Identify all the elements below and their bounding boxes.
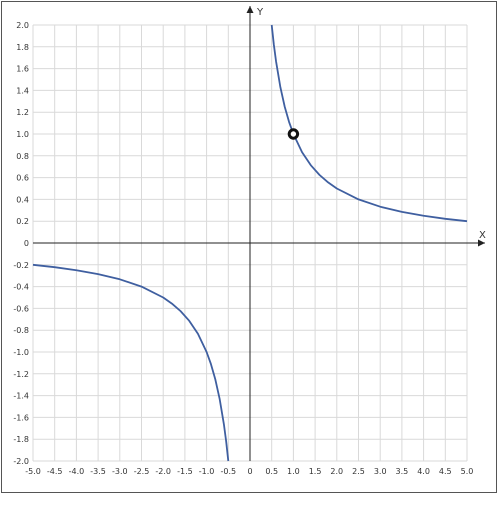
x-tick-label: 2.5 (352, 467, 365, 476)
x-tick-label: -1.5 (177, 467, 193, 476)
x-tick-label: 0 (247, 467, 252, 476)
y-tick-label: -1.0 (13, 348, 29, 357)
curves (32, 24, 468, 462)
x-tick-label: -2.5 (134, 467, 150, 476)
y-axis-arrow-icon (246, 6, 254, 13)
points (287, 128, 300, 140)
y-tick-label: 1.8 (16, 43, 29, 52)
x-tick-label: 0.5 (265, 467, 278, 476)
x-axis-label: X (479, 230, 486, 241)
y-tick-label: 0.4 (16, 195, 29, 204)
x-tick-label: 3.5 (396, 467, 409, 476)
y-tick-label: 1.6 (16, 65, 29, 74)
axes (33, 6, 485, 461)
y-tick-label: -2.0 (13, 457, 29, 466)
highlight-point (287, 128, 300, 140)
x-tick-label: 5.0 (461, 467, 474, 476)
y-tick-label: -0.2 (13, 261, 29, 270)
x-tick-label: 2.0 (330, 467, 343, 476)
y-tick-label: -0.8 (13, 326, 29, 335)
series-line-1 (270, 24, 468, 223)
x-tick-label: 1.0 (287, 467, 300, 476)
x-tick-label: -5.0 (25, 467, 41, 476)
y-tick-label: 1.0 (16, 130, 29, 139)
y-tick-label: -1.2 (13, 370, 29, 379)
y-tick-label: -0.4 (13, 283, 29, 292)
y-tick-label: 0.2 (16, 217, 29, 226)
x-tick-label: 1.5 (309, 467, 322, 476)
chart-frame (1, 1, 497, 493)
y-tick-label: -1.8 (13, 435, 29, 444)
y-axis-label: Y (256, 7, 264, 18)
x-tick-label: -2.0 (155, 467, 171, 476)
y-tick-label: 0.6 (16, 174, 29, 183)
y-tick-label: -0.6 (13, 304, 29, 313)
y-tick-label: -1.6 (13, 413, 29, 422)
x-tick-label: 4.0 (417, 467, 430, 476)
x-tick-label: -3.5 (90, 467, 106, 476)
x-tick-label: -3.0 (112, 467, 128, 476)
y-tick-label: -1.4 (13, 392, 29, 401)
x-axis-arrow-icon (478, 239, 485, 247)
x-tick-label: 4.5 (439, 467, 452, 476)
x-tick-label: -4.5 (47, 467, 63, 476)
y-tick-label: 0.8 (16, 152, 29, 161)
y-tick-labels: 2.0 1.8 1.6 1.4 1.2 1.0 0.8 0.6 0.4 0.2 0 -0.2 -0.4 -… (13, 21, 29, 466)
x-tick-label: -1.0 (199, 467, 215, 476)
series-line-2 (32, 263, 230, 462)
y-tick-label: 0 (24, 239, 29, 248)
x-tick-label: -4.0 (69, 467, 85, 476)
y-tick-label: 1.4 (16, 86, 29, 95)
x-tick-label: 3.0 (374, 467, 387, 476)
y-tick-label: 2.0 (16, 21, 29, 30)
y-tick-label: 1.2 (16, 108, 29, 117)
x-tick-labels: -5.0 -4.5 -4.0 -3.5 -3.0 -2.5 -2.0 -1.5 -1.0 -0.5… (25, 467, 473, 476)
x-tick-label: -0.5 (220, 467, 236, 476)
